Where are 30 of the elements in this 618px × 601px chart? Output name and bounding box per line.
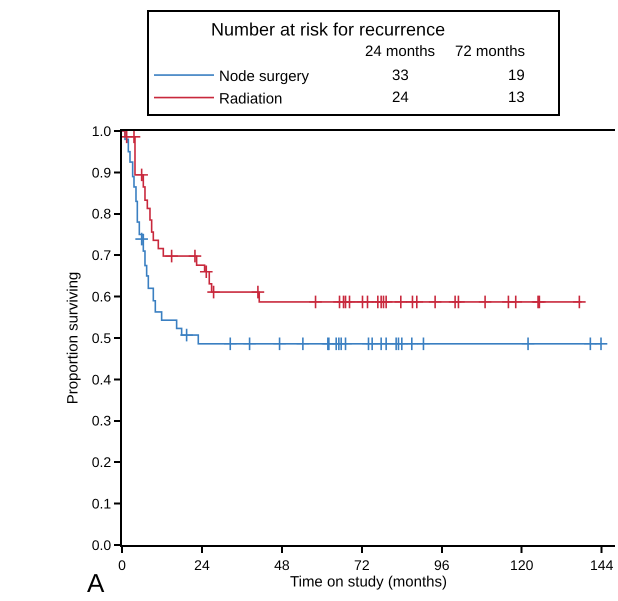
x-tick-label: 0 [118,556,126,573]
y-tick-label: 0.2 [92,454,112,470]
y-tick-label: 0.9 [92,164,112,180]
y-tick-label: 0.3 [92,412,112,429]
x-tick-label: 120 [510,556,534,573]
text: 72 months [455,43,526,60]
x-tick-label: 72 [354,556,370,573]
y-tick-label: 1.0 [92,122,112,139]
y-tick-label: 0.4 [92,371,112,388]
x-axis-title: Time on study (months) [290,573,447,590]
y-tick-label: 0.6 [92,288,112,304]
legend-label: Radiation [219,90,282,108]
text: 19 [508,67,525,84]
text: 13 [508,89,525,106]
text: 24 [392,89,409,106]
x-tick-label: 96 [434,556,450,573]
text: A [87,568,105,598]
text: 33 [392,67,409,84]
y-axis-title: Proportion surviving [64,272,82,404]
y-tick-label: 0.7 [92,247,112,264]
y-tick-label: 0.5 [92,330,112,346]
y-tick-label: 0.0 [92,536,112,553]
x-tick-label: 24 [194,556,210,573]
legend-title: Number at risk for recurrence [151,19,556,40]
x-tick-label: 48 [274,556,290,573]
y-tick-label: 0.1 [92,496,112,512]
y-tick-label: 0.8 [92,206,112,222]
x-tick-label: 144 [590,556,614,573]
legend-label: Node surgery [219,68,310,85]
text: 24 months [365,43,436,60]
